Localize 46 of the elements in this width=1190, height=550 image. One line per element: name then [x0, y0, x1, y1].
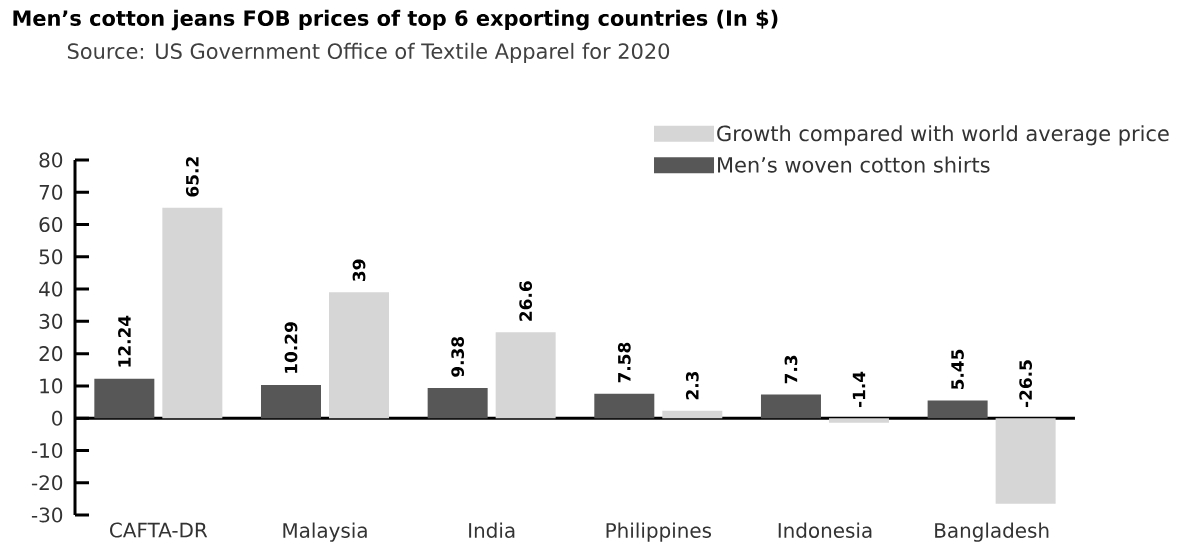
- bar: [760, 394, 821, 419]
- bar: [662, 410, 723, 419]
- y-tick-label: 60: [39, 217, 63, 233]
- bar: [94, 378, 155, 419]
- data-label: 65.2: [185, 157, 199, 197]
- legend-label: Men’s woven cotton shirts: [718, 156, 990, 173]
- data-label: 7.58: [617, 342, 631, 383]
- bar: [995, 418, 1056, 504]
- x-tick-label: India: [469, 522, 515, 538]
- y-tick-label: -10: [31, 442, 63, 458]
- x-tick-label: Bangladesh: [935, 522, 1049, 542]
- data-label: -1.4: [852, 371, 866, 408]
- bar: [261, 384, 321, 419]
- y-tick-label: 70: [39, 184, 63, 200]
- y-tick-label: 30: [39, 313, 63, 329]
- y-tick-label: 50: [39, 249, 63, 265]
- data-label: 10.29: [284, 322, 298, 373]
- data-label: -26.5: [1019, 360, 1033, 408]
- data-label: 39: [352, 259, 366, 281]
- y-tick-label: 10: [40, 378, 63, 394]
- data-label: 12.24: [118, 315, 131, 367]
- bar: [427, 387, 488, 419]
- x-tick-label: Indonesia: [778, 522, 872, 538]
- bar: [162, 207, 223, 419]
- data-label: 2.3: [685, 371, 699, 400]
- y-tick-label: 20: [39, 346, 63, 362]
- legend-label: Growth compared with world average price: [717, 125, 1169, 146]
- data-label: 7.3: [784, 355, 798, 384]
- chart-subtitle: Source: US Government Office of Textile Apparel for 2020: [67, 42, 670, 64]
- y-tick-label: -20: [31, 475, 63, 491]
- y-tick-label: 80: [39, 152, 63, 168]
- y-tick-label: -30: [31, 507, 63, 523]
- bar: [594, 393, 655, 419]
- x-tick-label: Malaysia: [283, 522, 367, 542]
- data-label: 9.38: [451, 336, 465, 377]
- x-tick-label: Philippines: [606, 522, 712, 542]
- data-label: 5.45: [951, 349, 964, 390]
- data-label: 26.6: [519, 281, 533, 321]
- y-tick-label: 0: [52, 410, 63, 426]
- bar: [495, 332, 556, 419]
- x-tick-label: CAFTA-DR: [110, 522, 208, 538]
- bar: [828, 418, 889, 423]
- bar: [927, 400, 988, 419]
- y-tick-label: 40: [39, 281, 63, 297]
- chart-title: Men’s cotton jeans FOB prices of top 6 exporting countries (In $): [13, 9, 778, 31]
- bar: [329, 292, 389, 419]
